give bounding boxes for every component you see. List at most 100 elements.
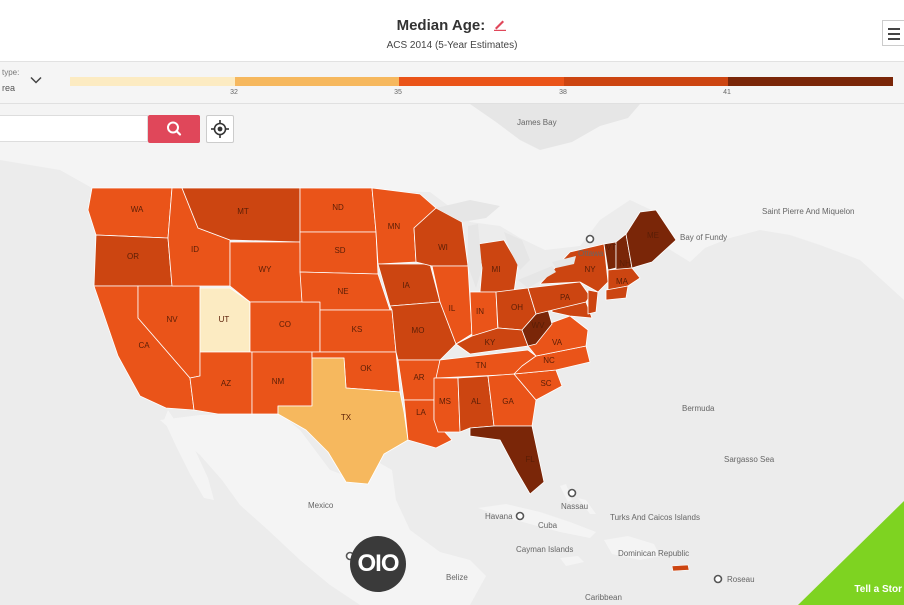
nassau-marker[interactable]	[567, 488, 577, 498]
state-label-ok: OK	[360, 364, 372, 373]
legend-swatch	[563, 77, 729, 86]
state-NJ[interactable]	[587, 289, 599, 315]
map-canvas[interactable]: WA OR CA NV ID MT WY UT CO AZ NM ND SD NE KS OK TX MN IA MO…	[0, 104, 904, 605]
state-label-ne: NE	[337, 287, 348, 296]
chevron-down-icon[interactable]	[30, 76, 42, 84]
state-label-la: LA	[416, 408, 426, 417]
state-label-sc: SC	[540, 379, 551, 388]
state-label-mi: MI	[492, 265, 501, 274]
menu-icon-bar	[888, 33, 900, 35]
legend-scale	[70, 77, 893, 86]
page-subtitle: ACS 2014 (5-Year Estimates)	[386, 40, 518, 51]
havana-marker[interactable]	[515, 511, 525, 521]
state-label-ny: NY	[584, 265, 596, 274]
legend-swatch	[399, 77, 564, 86]
header: Median Age: ACS 2014 (5-Year Estimates)	[0, 0, 904, 62]
legend-tick: 35	[394, 89, 402, 96]
baja-land	[164, 410, 214, 500]
place-label: Mexico	[308, 501, 334, 510]
state-label-mn: MN	[388, 222, 401, 231]
place-label: Roseau	[727, 575, 755, 584]
state-label-ks: KS	[352, 325, 363, 334]
green-corner-shape	[798, 501, 904, 605]
place-label: Caribbean	[585, 593, 622, 602]
locate-button[interactable]	[206, 115, 234, 143]
place-label: Bermuda	[682, 404, 715, 413]
search-button[interactable]	[148, 115, 200, 143]
place-label: Turks And Caicos Islands	[610, 513, 700, 522]
state-label-me: ME	[647, 231, 659, 240]
state-label-wy: WY	[259, 265, 273, 274]
ottawa-marker[interactable]	[585, 234, 595, 244]
legend-swatch	[70, 77, 235, 86]
menu-button[interactable]	[882, 20, 904, 46]
state-label-or: OR	[127, 252, 139, 261]
state-label-nd: ND	[332, 203, 344, 212]
state-label-ar: AR	[413, 373, 424, 382]
state-CT-RI[interactable]	[605, 285, 629, 301]
place-label: Ottawa	[578, 249, 604, 258]
state-label-pa: PA	[560, 293, 571, 302]
state-MT[interactable]	[181, 187, 301, 243]
state-label-ky: KY	[485, 338, 496, 347]
state-label-nm: NM	[272, 377, 285, 386]
state-label-nh: NH	[619, 259, 631, 268]
state-FL[interactable]	[469, 425, 545, 495]
state-label-ma: MA	[616, 277, 629, 286]
state-label-wv: WV	[532, 321, 546, 330]
state-label-wi: WI	[438, 243, 448, 252]
page-title: Median Age:	[396, 17, 486, 34]
state-label-nc: NC	[543, 356, 555, 365]
state-label-co: CO	[279, 320, 291, 329]
legend-tick: 41	[723, 89, 731, 96]
state-label-ca: CA	[138, 341, 150, 350]
state-label-mt: MT	[237, 207, 249, 216]
state-label-in: IN	[476, 307, 484, 316]
legend-bar: type: rea 32 35 38 41	[0, 62, 904, 104]
legend-tick: 38	[559, 89, 567, 96]
tell-a-story-button[interactable]: Tell a Stor	[798, 501, 904, 605]
state-label-ga: GA	[502, 397, 514, 406]
state-labels: WA OR CA NV ID MT WY UT CO AZ NM ND SD NE KS OK TX MN IA MO…	[127, 203, 659, 464]
choropleth-map[interactable]: WA OR CA NV ID MT WY UT CO AZ NM ND SD NE KS OK TX MN IA MO…	[0, 104, 904, 605]
place-label: Belize	[446, 573, 468, 582]
bahamas-land	[560, 484, 596, 514]
canada-land	[0, 104, 904, 300]
state-label-id: ID	[191, 245, 199, 254]
state-label-il: IL	[449, 304, 456, 313]
state-label-fl: FL	[525, 455, 535, 464]
menu-icon-bar	[888, 28, 900, 30]
place-label: James Bay	[517, 118, 557, 127]
state-label-tx: TX	[341, 413, 352, 422]
city-markers	[345, 234, 723, 584]
james-bay-water	[470, 104, 640, 150]
state-label-al: AL	[471, 397, 481, 406]
place-label: Bay of Fundy	[680, 233, 727, 242]
state-label-sd: SD	[334, 246, 345, 255]
state-label-nv: NV	[166, 315, 178, 324]
place-label: Cayman Islands	[516, 545, 573, 554]
geography-type-label: type:	[2, 68, 20, 77]
state-label-ms: MS	[439, 397, 451, 406]
puerto-rico[interactable]	[671, 564, 690, 572]
search-input[interactable]	[0, 115, 148, 142]
place-label: Saint Pierre And Miquelon	[762, 207, 855, 216]
legend-tick: 32	[230, 89, 238, 96]
legend-swatch	[728, 77, 893, 86]
state-label-az: AZ	[221, 379, 231, 388]
roseau-marker[interactable]	[713, 574, 723, 584]
place-label: Cuba	[538, 521, 558, 530]
place-label: Havana	[485, 512, 513, 521]
state-GA[interactable]	[487, 373, 537, 427]
hispaniola-land	[604, 536, 660, 560]
place-label: Dominican Republic	[618, 549, 689, 558]
state-IL[interactable]	[431, 265, 473, 345]
geography-type-value[interactable]: rea	[2, 83, 16, 93]
state-MA[interactable]	[607, 267, 641, 291]
state-MS[interactable]	[433, 377, 461, 433]
cuba-land	[478, 504, 596, 538]
edit-icon[interactable]	[493, 17, 507, 31]
state-TX[interactable]	[277, 357, 409, 485]
state-label-tn: TN	[476, 361, 487, 370]
place-label: Sargasso Sea	[724, 455, 775, 464]
